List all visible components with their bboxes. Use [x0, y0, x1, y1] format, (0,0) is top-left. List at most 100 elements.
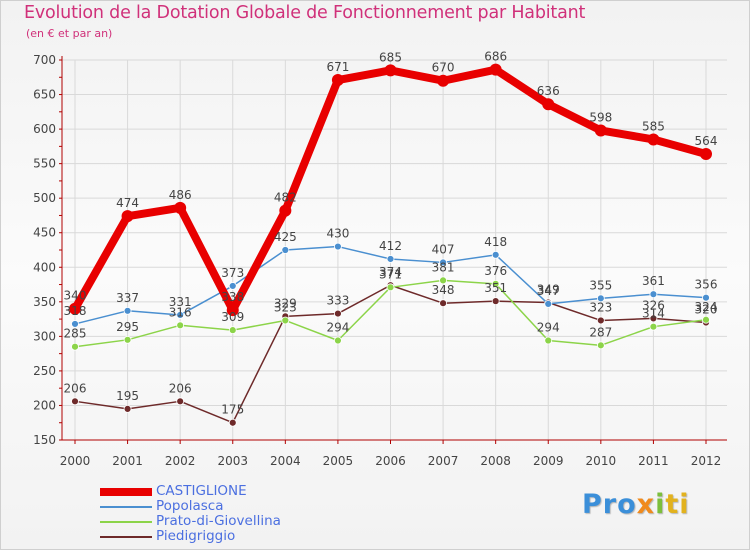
data-point-popolasca	[71, 320, 79, 328]
data-label-prato-di-giovellina: 287	[589, 325, 612, 339]
data-label-prato-di-giovellina: 324	[695, 300, 718, 314]
data-label-piedigriggio: 333	[326, 294, 349, 308]
data-point-castiglione	[437, 74, 450, 87]
data-point-prato-di-giovellina	[123, 335, 132, 344]
data-label-piedigriggio: 349	[537, 283, 560, 297]
data-label-piedigriggio: 206	[169, 381, 192, 395]
data-point-prato-di-giovellina	[334, 336, 342, 345]
y-tick-label: 500	[33, 191, 56, 205]
data-label-castiglione: 482	[274, 191, 297, 205]
data-point-popolasca	[281, 246, 290, 254]
x-tick-label: 2003	[217, 454, 248, 468]
data-label-castiglione: 585	[642, 119, 665, 133]
data-label-castiglione: 670	[432, 61, 455, 75]
data-label-popolasca: 412	[379, 239, 402, 253]
legend-swatch-castiglione	[100, 487, 152, 496]
data-point-prato-di-giovellina	[702, 315, 710, 324]
data-point-castiglione	[542, 98, 555, 111]
data-label-castiglione: 340	[64, 289, 87, 303]
data-point-popolasca	[439, 258, 447, 267]
data-label-piedigriggio: 195	[116, 389, 139, 403]
data-point-castiglione	[700, 147, 712, 160]
x-tick-label: 2012	[691, 454, 722, 468]
data-point-piedigriggio	[228, 418, 237, 427]
data-label-castiglione: 598	[589, 110, 612, 124]
data-point-popolasca	[334, 242, 342, 251]
data-label-castiglione: 474	[116, 196, 139, 210]
legend-swatch-piedigriggio	[100, 535, 152, 538]
data-point-popolasca	[228, 282, 237, 290]
data-label-popolasca: 356	[695, 278, 718, 292]
data-point-castiglione	[279, 204, 292, 217]
data-point-piedigriggio	[649, 314, 658, 323]
y-tick-label: 700	[33, 53, 56, 67]
y-tick-label: 600	[33, 122, 56, 136]
data-point-prato-di-giovellina	[596, 341, 605, 350]
data-point-prato-di-giovellina	[228, 326, 237, 335]
data-label-prato-di-giovellina: 294	[326, 321, 349, 335]
data-point-popolasca	[702, 293, 710, 302]
data-point-castiglione	[69, 302, 81, 315]
data-label-piedigriggio: 320	[695, 303, 718, 317]
y-tick-label: 250	[33, 364, 56, 378]
data-label-castiglione: 338	[221, 290, 244, 304]
data-label-popolasca: 425	[274, 230, 297, 244]
data-point-popolasca	[176, 311, 185, 319]
data-label-prato-di-giovellina: 285	[64, 327, 87, 341]
data-label-prato-di-giovellina: 316	[169, 305, 192, 319]
x-tick-label: 2010	[586, 454, 617, 468]
data-label-prato-di-giovellina: 294	[537, 321, 560, 335]
y-tick-label: 400	[33, 260, 56, 274]
data-point-popolasca	[123, 306, 132, 315]
data-label-piedigriggio: 374	[379, 265, 402, 279]
x-tick-label: 2001	[112, 454, 143, 468]
legend-label-popolasca: Popolasca	[156, 498, 224, 514]
chart-title: Evolution de la Dotation Globale de Fonc…	[24, 3, 586, 23]
data-label-castiglione: 486	[169, 188, 192, 202]
data-point-popolasca	[649, 290, 658, 299]
data-label-piedigriggio: 351	[484, 281, 507, 295]
chart-subtitle: (en € et par an)	[26, 27, 113, 40]
x-tick-label: 2011	[638, 454, 669, 468]
data-point-castiglione	[331, 74, 344, 87]
legend-swatch-popolasca	[100, 505, 152, 508]
data-point-prato-di-giovellina	[439, 276, 447, 285]
x-tick-label: 2009	[533, 454, 564, 468]
data-label-popolasca: 331	[169, 295, 192, 309]
data-label-prato-di-giovellina: 309	[221, 310, 244, 324]
data-label-popolasca: 361	[642, 274, 665, 288]
data-point-piedigriggio	[176, 397, 185, 406]
data-point-castiglione	[384, 64, 397, 77]
y-tick-label: 350	[33, 295, 56, 309]
data-point-popolasca	[544, 299, 553, 308]
data-point-castiglione	[121, 210, 134, 223]
data-label-popolasca: 418	[484, 235, 507, 249]
data-point-piedigriggio	[71, 397, 79, 406]
data-label-piedigriggio: 206	[64, 381, 87, 395]
data-label-prato-di-giovellina: 381	[432, 260, 455, 274]
data-label-popolasca: 355	[589, 278, 612, 292]
legend-label-piedigriggio: Piedigriggio	[156, 528, 236, 544]
legend-label-prato-di-giovellina: Prato-di-Giovellina	[156, 513, 281, 529]
data-label-castiglione: 564	[695, 134, 718, 148]
data-point-piedigriggio	[439, 299, 447, 308]
data-point-prato-di-giovellina	[176, 321, 185, 330]
data-point-castiglione	[226, 304, 239, 317]
y-tick-label: 300	[33, 329, 56, 343]
y-tick-label: 200	[33, 398, 56, 412]
x-tick-label: 2002	[165, 454, 196, 468]
data-point-prato-di-giovellina	[386, 283, 395, 292]
data-point-popolasca	[491, 250, 500, 259]
data-label-prato-di-giovellina: 371	[379, 267, 402, 281]
y-tick-label: 650	[33, 88, 56, 102]
data-point-prato-di-giovellina	[544, 336, 553, 345]
data-point-castiglione	[594, 124, 607, 137]
data-label-piedigriggio: 348	[432, 283, 455, 297]
y-tick-label: 450	[33, 226, 56, 240]
data-label-prato-di-giovellina: 376	[484, 264, 507, 278]
x-tick-label: 2007	[428, 454, 459, 468]
y-tick-label: 150	[33, 433, 56, 447]
data-label-popolasca: 373	[221, 266, 244, 280]
